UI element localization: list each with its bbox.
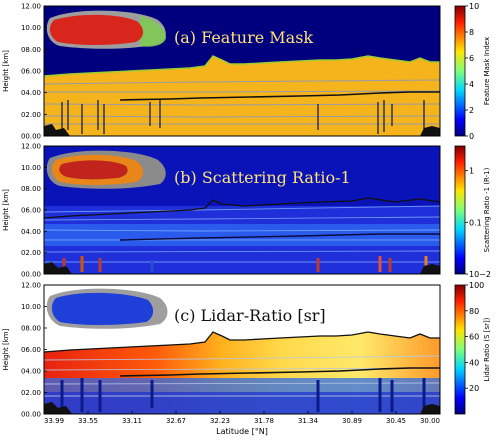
y-tick-label: 10.00 (21, 303, 41, 311)
colorbar-tick-label: 0.1 (469, 218, 482, 227)
panel-title: (b) Scattering Ratio-1 (174, 168, 351, 187)
panel-b-aerosol-top (43, 197, 441, 219)
panel-a (43, 6, 441, 136)
panel-a-boundary-layer-top (119, 91, 440, 101)
colorbar-label: Scattering Ratio -1 (R-1) (483, 167, 491, 252)
colorbar-tick-label: 100 (469, 281, 484, 290)
y-tick-label: 04.00 (21, 228, 41, 236)
x-tick-label: 31.78 (254, 417, 274, 425)
colorbar-tick-label: 10−2 (469, 270, 491, 279)
panel-title: (c) Lidar-Ratio [sr] (174, 306, 326, 325)
y-tick-label: 00.00 (21, 271, 41, 279)
y-tick-label: 04.00 (21, 368, 41, 376)
y-tick-label: 10.00 (21, 24, 41, 32)
x-axis-label: Latitude [°N] (216, 427, 268, 436)
colorbar-tick-label: 4 (469, 80, 474, 89)
colorbar-tick-label: 40 (469, 358, 479, 367)
colorbar-tick-label: 1 (469, 167, 474, 176)
y-tick-label: 02.00 (21, 249, 41, 257)
colorbar-label: Lidar Ratio (S [sr]) (483, 317, 491, 381)
y-tick-label: 06.00 (21, 346, 41, 354)
y-tick-label: 00.00 (21, 411, 41, 419)
x-tick-label: 32.23 (210, 417, 230, 425)
x-tick-label: 32.67 (166, 417, 186, 425)
panel-b-low-cloud-columns (62, 256, 428, 272)
y-tick-label: 08.00 (21, 325, 41, 333)
panel-a-layer-lines (43, 79, 441, 125)
colorbar-tick-label: 6 (469, 54, 474, 63)
panel-c-cirrus-core (51, 292, 154, 325)
y-tick-label: 12.00 (21, 282, 41, 290)
panel-b-mid-band (44, 224, 440, 246)
y-tick-label: 02.00 (21, 389, 41, 397)
panel-c (43, 285, 441, 414)
panel-b-boundary-layer-top (119, 233, 440, 241)
panel-b-cirrus-hot (59, 160, 128, 180)
panel-c-low-cloud-columns (60, 378, 426, 412)
panel-b-layer-lines (43, 205, 441, 263)
panel-c-layer-lines (43, 355, 441, 397)
panel-c-aerosol-top (43, 331, 440, 353)
panel-b (43, 146, 441, 274)
x-tick-label: 33.55 (78, 417, 98, 425)
y-tick-label: 10.00 (21, 164, 41, 172)
x-tick-label: 33.11 (122, 417, 142, 425)
colorbar (454, 145, 466, 275)
y-axis-label: Height [km] (2, 328, 10, 370)
y-tick-label: 04.00 (21, 89, 41, 97)
y-tick-label: 06.00 (21, 68, 41, 76)
panel-a-cirrus-edge (140, 16, 166, 47)
x-tick-label: 30.89 (342, 417, 362, 425)
y-tick-label: 00.00 (21, 133, 41, 141)
colorbar-tick-label: 2 (469, 106, 474, 115)
y-tick-label: 08.00 (21, 46, 41, 54)
colorbar-tick-label: 80 (469, 307, 479, 316)
colorbar-tick-label: 10 (469, 2, 479, 11)
x-tick-label: 33.99 (44, 417, 64, 425)
panel-title: (a) Feature Mask (174, 28, 313, 47)
panel-c-boundary-layer-top (119, 367, 440, 377)
y-tick-label: 12.00 (21, 3, 41, 11)
colorbar (454, 5, 466, 137)
y-tick-label: 02.00 (21, 111, 41, 119)
colorbar-tick-label: 20 (469, 384, 479, 393)
y-tick-label: 12.00 (21, 143, 41, 151)
y-tick-label: 06.00 (21, 207, 41, 215)
y-axis-label: Height [km] (2, 189, 10, 231)
panel-a-cirrus-core (49, 14, 144, 46)
colorbar-tick-label: 60 (469, 333, 479, 342)
panel-c-lower-band-2 (44, 392, 440, 414)
x-tick-label: 30.00 (420, 417, 440, 425)
panel-a-aerosol-edge (43, 55, 440, 77)
colorbar (454, 284, 466, 415)
axes-overlay: 12.00 10.00 08.00 06.00 04.00 02.00 00.00 Heigh… (2, 2, 491, 436)
colorbar-tick-label: 0 (469, 132, 474, 141)
x-tick-label: 31.34 (298, 417, 319, 425)
y-tick-label: 08.00 (21, 185, 41, 193)
y-axis-label: Height [km] (2, 50, 10, 92)
colorbar-tick-label: 8 (469, 28, 474, 37)
x-tick-label: 30.45 (386, 417, 406, 425)
colorbar-label: Feature Mask Index (483, 37, 491, 105)
